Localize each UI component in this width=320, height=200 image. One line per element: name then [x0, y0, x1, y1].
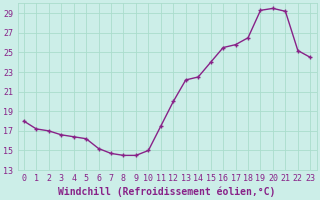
X-axis label: Windchill (Refroidissement éolien,°C): Windchill (Refroidissement éolien,°C) [58, 186, 276, 197]
